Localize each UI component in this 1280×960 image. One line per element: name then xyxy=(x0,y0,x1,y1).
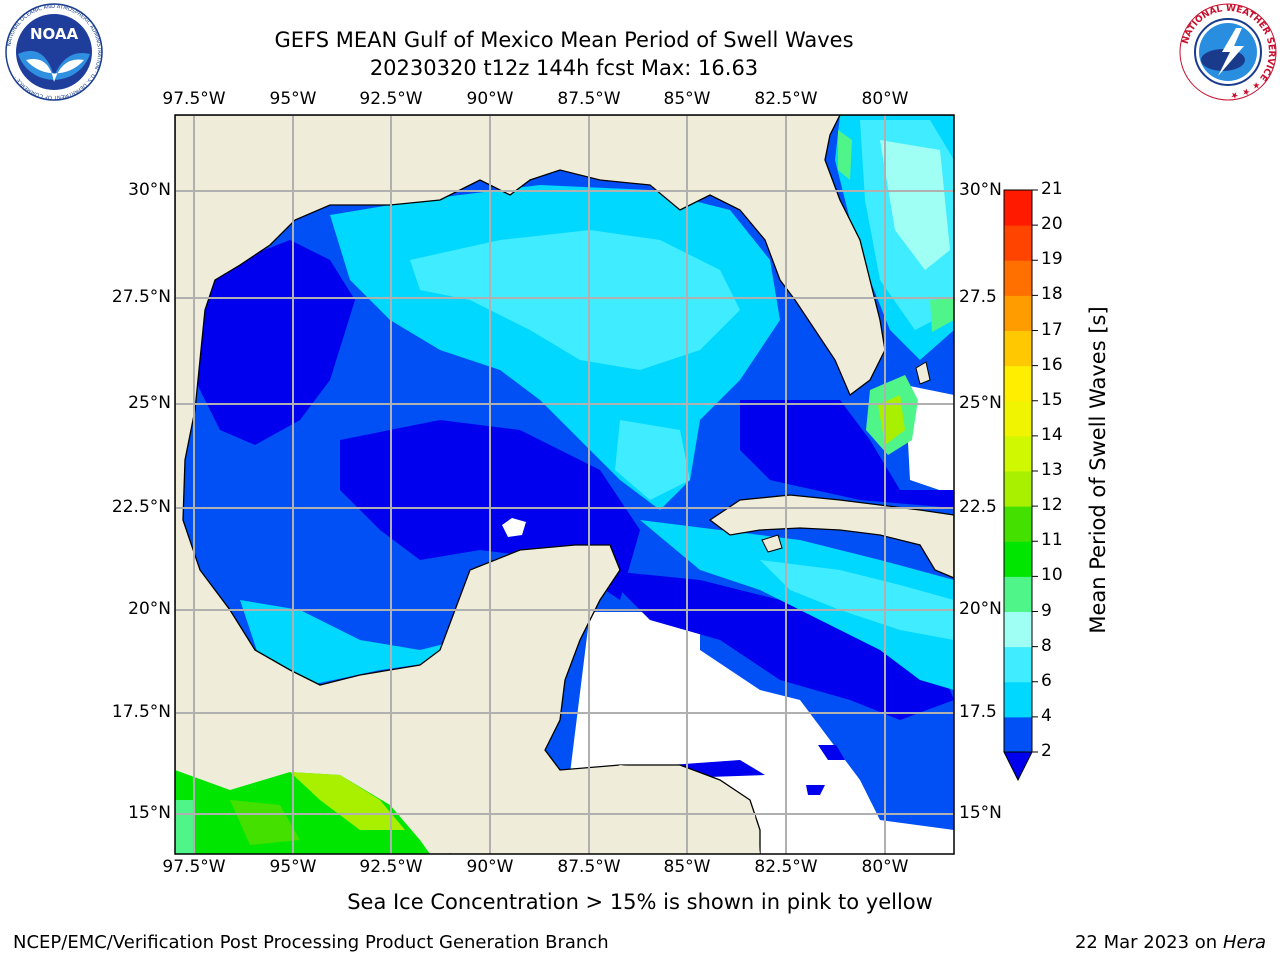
colorbar-tick-label: 2 xyxy=(1041,741,1052,761)
colorbar-tick-label: 12 xyxy=(1041,495,1063,516)
lon-tick-label: 87.5°W xyxy=(557,89,621,109)
date-stamp: 22 Mar 2023 on Hera xyxy=(1075,932,1266,953)
lon-tick-label: 92.5°W xyxy=(359,857,423,877)
lat-tick-label: 30°N xyxy=(959,180,1002,200)
lon-tick-label: 82.5°W xyxy=(754,89,818,109)
lon-tick-label: 80°W xyxy=(861,857,909,877)
lat-tick-label: 15°N xyxy=(959,803,1002,823)
lon-tick-label: 85°W xyxy=(663,89,711,109)
swell-band-2s-straits xyxy=(740,400,954,508)
lon-tick-label: 90°W xyxy=(466,857,514,877)
lat-tick-label: 17.5°N xyxy=(111,702,171,722)
lat-tick-label: 22.5 xyxy=(959,497,997,517)
credit-text: NCEP/EMC/Verification Post Processing Pr… xyxy=(13,932,609,953)
colorbar-segment xyxy=(1004,541,1032,577)
colorbar-label: Mean Period of Swell Waves [s] xyxy=(1086,306,1110,634)
lon-tick-label: 90°W xyxy=(466,89,514,109)
colorbar-tick-label: 19 xyxy=(1041,249,1063,270)
noaa-logo: NOAA NATIONAL OCEANIC AND ATMOSPHERIC AD… xyxy=(5,3,103,101)
map-title: GEFS MEAN Gulf of Mexico Mean Period of … xyxy=(274,28,854,52)
nws-logo: NATIONAL WEATHER SERVICE ★ ★ ★ xyxy=(1179,3,1277,101)
noaa-logo-text: NOAA xyxy=(30,25,79,43)
colorbar xyxy=(1003,189,1038,782)
lat-tick-label: 25°N xyxy=(959,393,1002,413)
colorbar-tick-label: 9 xyxy=(1041,600,1052,621)
colorbar-segment xyxy=(1004,190,1032,226)
colorbar-tick-label: 11 xyxy=(1041,530,1063,551)
swell-band-2s-caribbean xyxy=(600,570,954,720)
colorbar-segment xyxy=(1004,576,1032,612)
lat-tick-label: 30°N xyxy=(128,180,171,200)
swell-band-4s-campeche xyxy=(240,600,460,685)
lat-tick-label: 27.5 xyxy=(959,287,997,307)
colorbar-under-extension xyxy=(1003,751,1033,782)
lon-tick-label: 92.5°W xyxy=(359,89,423,109)
colorbar-segment xyxy=(1004,611,1032,648)
colorbar-segment xyxy=(1004,681,1032,718)
lat-tick-label: 22.5°N xyxy=(111,497,171,517)
lon-tick-label: 95°W xyxy=(269,857,317,877)
colorbar-segment xyxy=(1004,295,1032,331)
lat-tick-label: 27.5°N xyxy=(111,287,171,307)
colorbar-segment xyxy=(1004,646,1032,683)
lon-tick-label: 95°W xyxy=(269,89,317,109)
lon-tick-label: 82.5°W xyxy=(754,857,818,877)
map-plot-area xyxy=(175,115,954,854)
colorbar-tick-label: 13 xyxy=(1041,460,1063,480)
lat-tick-label: 20°N xyxy=(128,599,171,619)
colorbar-segment xyxy=(1004,330,1032,367)
colorbar-tick-label: 14 xyxy=(1041,424,1063,445)
colorbar-segment xyxy=(1004,365,1032,402)
colorbar-segment xyxy=(1004,260,1032,296)
graticule xyxy=(175,115,954,854)
map-frame xyxy=(174,114,955,855)
colorbar-segment xyxy=(1004,506,1032,542)
colorbar-tick-label: 17 xyxy=(1041,319,1063,340)
lon-tick-label: 80°W xyxy=(861,89,909,109)
no-data-bahamas xyxy=(905,385,954,495)
colorbar-segment xyxy=(1004,716,1032,753)
colorbar-tick-label: 6 xyxy=(1041,670,1052,691)
colorbar-tick-label: 15 xyxy=(1041,389,1063,410)
colorbar-tick-label: 18 xyxy=(1041,284,1063,305)
lon-tick-label: 97.5°W xyxy=(162,857,226,877)
lat-tick-label: 15°N xyxy=(128,803,171,823)
swell-band-10s-pacific xyxy=(175,770,430,854)
lon-tick-label: 87.5°W xyxy=(557,857,621,877)
date-text: 22 Mar 2023 on xyxy=(1074,932,1218,953)
lat-tick-label: 17.5 xyxy=(959,702,997,722)
lon-tick-label: 97.5°W xyxy=(162,89,226,109)
map-subtitle: 20230320 t12z 144h fcst Max: 16.63 xyxy=(369,56,759,80)
land-cuba xyxy=(708,494,954,579)
colorbar-tick-label: 4 xyxy=(1041,705,1052,726)
swell-band-2s-west xyxy=(190,240,355,445)
lat-tick-label: 25°N xyxy=(128,393,171,413)
lon-tick-label: 85°W xyxy=(663,857,711,877)
colorbar-tick-label: 21 xyxy=(1041,179,1063,199)
colorbar-tick-label: 10 xyxy=(1041,565,1063,586)
colorbar-segment xyxy=(1004,225,1032,261)
swell-band-4s-caribbean xyxy=(640,520,954,690)
colorbar-tick-label: 20 xyxy=(1041,214,1063,235)
lat-tick-label: 20°N xyxy=(959,599,1002,619)
colorbar-tick-label: 8 xyxy=(1041,635,1052,656)
colorbar-segment xyxy=(1004,435,1032,472)
colorbar-segment xyxy=(1004,471,1032,507)
sea-ice-note: Sea Ice Concentration > 15% is shown in … xyxy=(347,890,933,914)
machine-name: Hera xyxy=(1222,932,1266,953)
swell-band-6s xyxy=(410,230,740,370)
land-mainland xyxy=(175,115,954,854)
colorbar-segment xyxy=(1004,400,1032,437)
colorbar-tick-label: 16 xyxy=(1041,354,1063,375)
